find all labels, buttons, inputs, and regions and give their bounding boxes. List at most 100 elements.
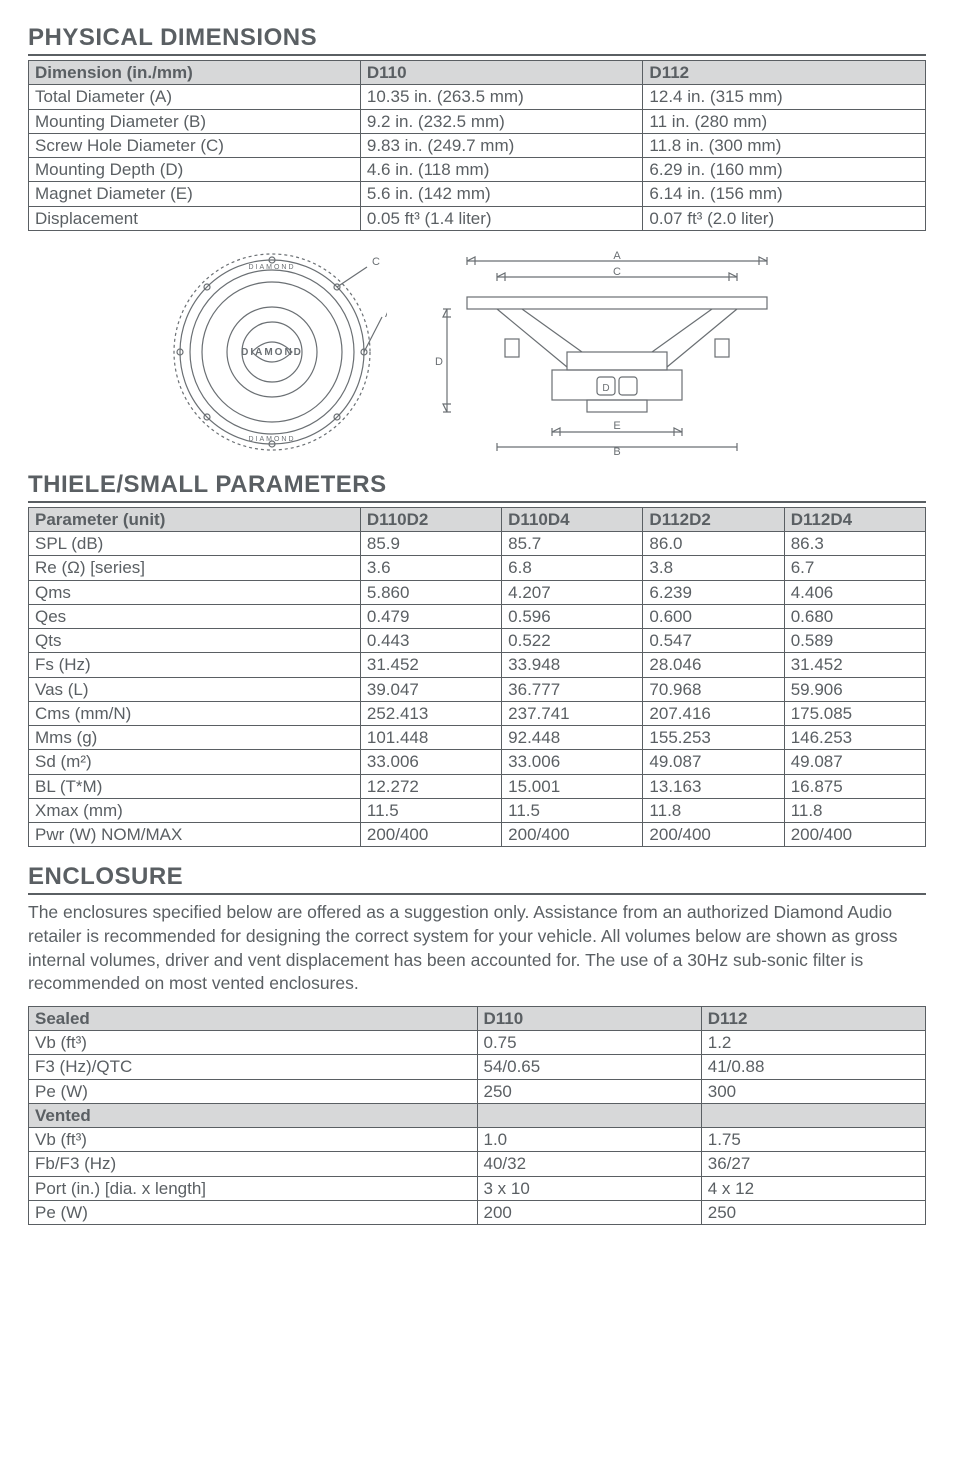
side-view-diagram: A C D E B D [427,247,787,457]
thiele-cell: Pwr (W) NOM/MAX [29,823,361,847]
svg-text:D: D [435,356,443,368]
enclosure-vented-row-cell: 4 x 12 [701,1176,925,1200]
thiele-cell: 175.085 [784,701,925,725]
thiele-cell: 86.3 [784,532,925,556]
enclosure-vented-row-cell: Pe (W) [29,1200,478,1224]
thiele-row: Qes0.4790.5960.6000.680 [29,604,926,628]
thiele-row: Mms (g)101.44892.448155.253146.253 [29,726,926,750]
thiele-cell: 85.9 [360,532,501,556]
thiele-cell: 0.443 [360,629,501,653]
thiele-cell: 200/400 [502,823,643,847]
enclosure-vented-header: Vented [29,1103,926,1127]
svg-text:DIAMOND: DIAMOND [248,264,295,271]
thiele-cell: Qts [29,629,361,653]
thiele-cell: 59.906 [784,677,925,701]
enclosure-vented-row: Pe (W)200250 [29,1200,926,1224]
thiele-cell: 33.006 [360,750,501,774]
thiele-small-table: Parameter (unit)D110D2D110D4D112D2D112D4… [28,507,926,848]
thiele-cell: 4.406 [784,580,925,604]
physical-row: Displacement0.05 ft³ (1.4 liter)0.07 ft³… [29,206,926,230]
physical-cell: Mounting Diameter (B) [29,109,361,133]
enclosure-vented-row-cell: Vb (ft³) [29,1128,478,1152]
thiele-row: SPL (dB)85.985.786.086.3 [29,532,926,556]
enclosure-sealed-row: Pe (W)250300 [29,1079,926,1103]
thiele-cell: 11.8 [643,798,784,822]
thiele-cell: 92.448 [502,726,643,750]
thiele-cell: Vas (L) [29,677,361,701]
enclosure-sealed-header-cell: D110 [477,1006,701,1030]
thiele-cell: Qes [29,604,361,628]
thiele-row: Vas (L)39.04736.77770.96859.906 [29,677,926,701]
svg-text:B: B [613,446,620,457]
thiele-cell: Mms (g) [29,726,361,750]
thiele-cell: 33.006 [502,750,643,774]
thiele-header-1: D110D2 [360,507,501,531]
physical-header-1: D110 [360,61,643,85]
thiele-cell: Fs (Hz) [29,653,361,677]
thiele-cell: Sd (m²) [29,750,361,774]
physical-cell: 11 in. (280 mm) [643,109,926,133]
physical-header-0: Dimension (in./mm) [29,61,361,85]
enclosure-vented-row-cell: 250 [701,1200,925,1224]
thiele-row: Re (Ω) [series]3.66.83.86.7 [29,556,926,580]
thiele-cell: 11.5 [502,798,643,822]
thiele-header-4: D112D4 [784,507,925,531]
thiele-row: Sd (m²)33.00633.00649.08749.087 [29,750,926,774]
enclosure-vented-row-cell: 1.0 [477,1128,701,1152]
physical-cell: 6.29 in. (160 mm) [643,158,926,182]
enclosure-sealed-row: Vb (ft³)0.751.2 [29,1031,926,1055]
thiele-cell: 0.547 [643,629,784,653]
svg-text:D: D [602,383,609,394]
thiele-row: Qts0.4430.5220.5470.589 [29,629,926,653]
thiele-cell: 5.860 [360,580,501,604]
physical-dimensions-table: Dimension (in./mm)D110D112Total Diameter… [28,60,926,231]
thiele-cell: SPL (dB) [29,532,361,556]
thiele-cell: 237.741 [502,701,643,725]
thiele-cell: 200/400 [784,823,925,847]
thiele-cell: 6.7 [784,556,925,580]
front-view-diagram: DIAMOND DIAMOND DIAMOND C A [167,247,387,457]
physical-cell: Magnet Diameter (E) [29,182,361,206]
thiele-cell: 36.777 [502,677,643,701]
thiele-cell: 15.001 [502,774,643,798]
thiele-cell: 0.589 [784,629,925,653]
thiele-cell: 86.0 [643,532,784,556]
thiele-cell: 146.253 [784,726,925,750]
thiele-row: Qms5.8604.2076.2394.406 [29,580,926,604]
thiele-cell: 11.5 [360,798,501,822]
enclosure-sealed-row-cell: 0.75 [477,1031,701,1055]
enclosure-paragraph: The enclosures specified below are offer… [28,901,926,996]
physical-cell: 12.4 in. (315 mm) [643,85,926,109]
thiele-row: Cms (mm/N)252.413237.741207.416175.085 [29,701,926,725]
thiele-cell: 31.452 [360,653,501,677]
thiele-header-0: Parameter (unit) [29,507,361,531]
physical-row: Mounting Depth (D)4.6 in. (118 mm)6.29 i… [29,158,926,182]
physical-row: Mounting Diameter (B)9.2 in. (232.5 mm)1… [29,109,926,133]
physical-row: Total Diameter (A)10.35 in. (263.5 mm)12… [29,85,926,109]
enclosure-sealed-header-cell: Sealed [29,1006,478,1030]
thiele-cell: 12.272 [360,774,501,798]
svg-text:A: A [613,250,621,262]
enclosure-sealed-row-cell: 250 [477,1079,701,1103]
thiele-row: Pwr (W) NOM/MAX200/400200/400200/400200/… [29,823,926,847]
thiele-cell: 0.479 [360,604,501,628]
physical-cell: 0.05 ft³ (1.4 liter) [360,206,643,230]
thiele-cell: 0.680 [784,604,925,628]
thiele-cell: 16.875 [784,774,925,798]
svg-text:DIAMOND: DIAMOND [248,436,295,443]
physical-header-2: D112 [643,61,926,85]
enclosure-vented-header-cell [477,1103,701,1127]
thiele-cell: Xmax (mm) [29,798,361,822]
enclosure-sealed-row-cell: F3 (Hz)/QTC [29,1055,478,1079]
thiele-cell: 39.047 [360,677,501,701]
thiele-cell: 33.948 [502,653,643,677]
physical-cell: 5.6 in. (142 mm) [360,182,643,206]
thiele-cell: Re (Ω) [series] [29,556,361,580]
enclosure-vented-row-cell: 3 x 10 [477,1176,701,1200]
physical-row: Screw Hole Diameter (C)9.83 in. (249.7 m… [29,133,926,157]
svg-text:C: C [613,266,621,278]
enclosure-sealed-row-cell: 1.2 [701,1031,925,1055]
thiele-cell: 28.046 [643,653,784,677]
thiele-cell: 6.239 [643,580,784,604]
enclosure-vented-row: Port (in.) [dia. x length]3 x 104 x 12 [29,1176,926,1200]
